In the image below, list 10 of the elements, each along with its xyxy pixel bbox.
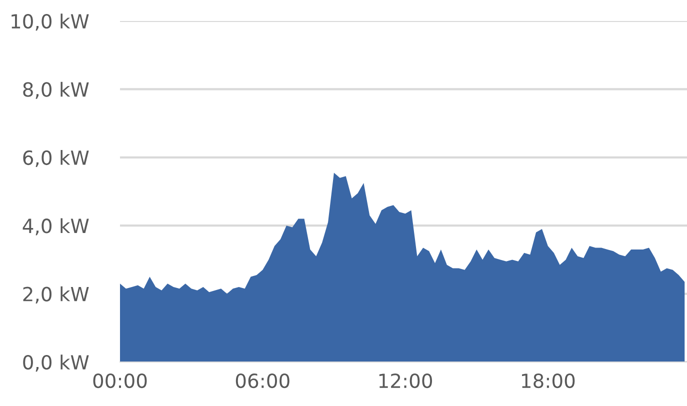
y-tick-label: 6,0 kW — [23, 150, 89, 168]
y-tick-label: 4,0 kW — [22, 218, 89, 236]
y-tick-label: 2,0 kW — [23, 286, 89, 304]
x-tick-label: 06:00 — [236, 373, 290, 388]
x-tick-label: 12:00 — [379, 373, 432, 388]
x-tick-label: 18:00 — [522, 373, 575, 388]
y-tick-label: 0,0 kW — [23, 354, 89, 372]
x-tick-label: 00:00 — [93, 373, 147, 388]
y-tick-label: 10,0 kW — [12, 14, 89, 31]
y-tick-label: 8,0 kW — [23, 82, 89, 99]
